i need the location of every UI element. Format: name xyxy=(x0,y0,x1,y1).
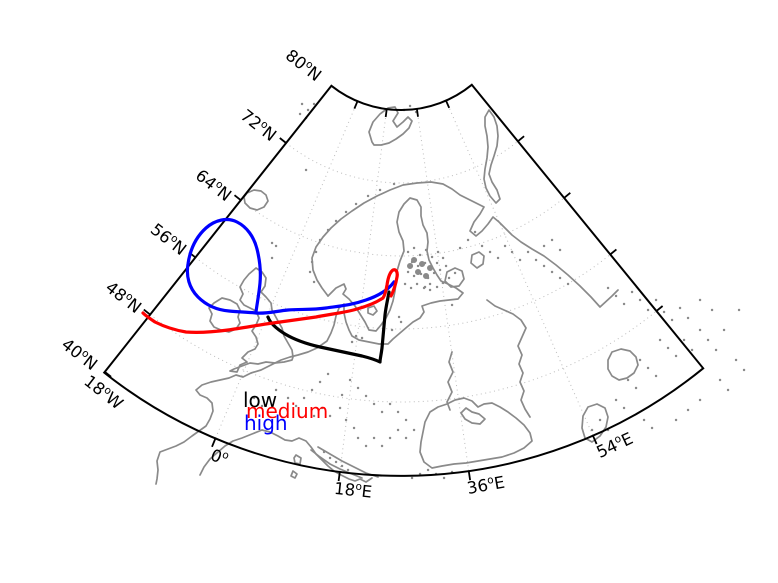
coast-scandinavia-arctic xyxy=(311,181,619,308)
coast-spain-med xyxy=(199,429,263,476)
coastline xyxy=(155,102,746,485)
lake-ladoga xyxy=(444,267,465,288)
coast-iceland xyxy=(243,189,269,211)
lon-ticks-bottom xyxy=(211,435,598,482)
meridian-54e xyxy=(445,100,594,437)
parallel-64n xyxy=(240,197,565,257)
lat-ticks-right xyxy=(517,135,664,312)
coast-caspian-north xyxy=(607,348,639,381)
coast-caspian-south xyxy=(581,403,609,443)
parallel-72n xyxy=(285,140,519,184)
map-frame xyxy=(102,83,705,482)
trajectory-high xyxy=(185,217,396,315)
coast-corsica xyxy=(293,454,302,465)
lake-vanern xyxy=(367,305,378,316)
river-dnieper xyxy=(446,351,454,411)
dots-islands xyxy=(270,102,454,344)
river-volga xyxy=(486,299,531,418)
coast-ireland xyxy=(208,297,241,333)
meridian-18e xyxy=(339,109,388,473)
coast-crimea xyxy=(460,407,486,425)
trajectories xyxy=(141,217,399,364)
legend-item-high: high xyxy=(244,411,288,435)
coast-baltic-westeurope xyxy=(155,197,464,485)
coast-black-sea xyxy=(419,397,533,469)
trajectory-low xyxy=(266,290,391,364)
lon-ticks-top xyxy=(353,100,451,118)
meridian-36e xyxy=(416,108,470,472)
dots-central-south xyxy=(252,372,454,480)
coast-sardinia xyxy=(290,470,298,479)
coast-great-britain xyxy=(229,267,294,373)
dots-north-east xyxy=(403,230,746,432)
coast-svalbard xyxy=(368,106,413,146)
lake-onega xyxy=(470,251,485,269)
parallel-56n xyxy=(195,254,611,330)
coast-adriatic xyxy=(310,446,379,479)
coast-novaya-zemlya xyxy=(483,109,501,204)
meridian-0 xyxy=(214,101,358,439)
frame-outline xyxy=(102,83,705,477)
trajectory-medium xyxy=(141,268,399,334)
parallel-48n xyxy=(149,310,657,403)
graticule xyxy=(149,100,657,473)
lon-label-18e: 18oE xyxy=(333,478,373,502)
legend-item-low: low xyxy=(243,388,278,412)
legend-item-medium: medium xyxy=(246,399,329,423)
